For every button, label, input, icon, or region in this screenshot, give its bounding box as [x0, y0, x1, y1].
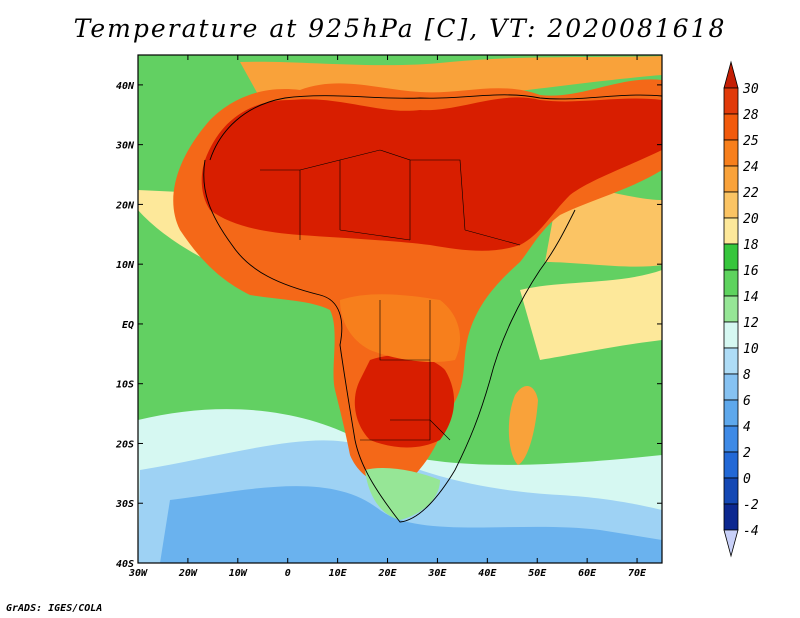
colorbar-swatch — [723, 399, 739, 427]
axis-ticks: 30W 20W 10W 0 10E 20E 30E 40E 50E 60E 70E 40N 30N 20N… — [115, 55, 662, 579]
colorbar-swatch — [723, 191, 739, 219]
colorbar-label: 10 — [743, 342, 759, 357]
lon-tick-label: 20W — [178, 568, 198, 579]
colorbar-swatch — [723, 425, 739, 453]
lon-tick-label: 20E — [377, 568, 397, 579]
lat-tick-label: 30S — [115, 499, 134, 510]
lon-tick-label: 70E — [628, 568, 647, 579]
colorbar-label: 2 — [743, 446, 751, 461]
colorbar-swatch — [723, 373, 739, 401]
colorbar-label: 28 — [743, 108, 759, 123]
lon-tick-label: 10W — [229, 568, 248, 579]
lat-tick-label: EQ — [122, 320, 134, 331]
warm-sea-east — [520, 270, 662, 360]
map-title: Temperature at 925hPa [C], VT: 202008161… — [73, 14, 727, 43]
colorbar-swatch — [723, 321, 739, 349]
colorbar-swatch — [723, 503, 739, 531]
colorbar-label: 30 — [742, 82, 759, 97]
colorbar-swatch — [723, 113, 739, 141]
lon-tick-label: 60E — [578, 568, 597, 579]
lat-tick-label: 30N — [115, 141, 135, 152]
lat-tick-label: 10N — [116, 260, 135, 271]
colorbar-label: 18 — [743, 238, 759, 253]
map-frame — [137, 54, 663, 564]
colorbar-label: 14 — [743, 290, 759, 305]
colorbar-bottom-triangle — [723, 529, 739, 558]
coastline — [203, 94, 662, 523]
lon-tick-label: 50E — [528, 568, 547, 579]
cape-cool — [365, 468, 440, 520]
footer-credit: GrADS: IGES/COLA — [6, 603, 103, 614]
colorbar-label: 25 — [743, 134, 759, 149]
colorbar-label: 16 — [743, 264, 759, 279]
country-borders — [260, 149, 521, 441]
southern-africa-hot — [354, 354, 455, 448]
colorbar-label: 0 — [743, 472, 751, 487]
colorbar-label: -2 — [743, 498, 759, 513]
colorbar-label: 4 — [743, 420, 751, 435]
sahara-hot — [201, 97, 662, 251]
colorbar-swatch — [723, 451, 739, 479]
lon-tick-label: 30W — [128, 568, 148, 579]
colorbar-label: 6 — [743, 394, 751, 409]
colorbar-swatch — [723, 165, 739, 193]
colorbar-swatch — [723, 139, 739, 167]
lon-tick-label: 30E — [427, 568, 447, 579]
temperature-field — [138, 55, 662, 563]
lat-tick-label: 10S — [116, 380, 134, 391]
colorbar-swatch — [723, 477, 739, 505]
colorbar-label: 22 — [743, 186, 759, 201]
colorbar-label: 20 — [743, 212, 759, 227]
lon-tick-label: 0 — [285, 568, 291, 579]
colorbar-swatch — [723, 269, 739, 297]
lon-tick-label: 40E — [478, 568, 497, 579]
colorbar-swatch — [723, 217, 739, 245]
colorbar-top-triangle — [723, 60, 739, 89]
colorbar-label: 8 — [743, 368, 751, 383]
colorbar-swatch — [723, 347, 739, 375]
lat-tick-label: 20S — [115, 439, 134, 450]
colorbar-swatch — [723, 295, 739, 323]
southern-colder-zone — [160, 486, 662, 563]
lat-tick-label: 20N — [115, 200, 135, 211]
colorbar-label: -4 — [743, 524, 759, 539]
colorbar-swatch — [723, 87, 739, 115]
madagascar — [508, 385, 538, 465]
colorbar-swatch — [723, 243, 739, 271]
lon-tick-label: 10E — [329, 568, 348, 579]
lat-tick-label: 40S — [116, 559, 134, 570]
lat-tick-label: 40N — [116, 81, 135, 92]
colorbar-label: 12 — [743, 316, 759, 331]
colorbar-label: 24 — [743, 160, 759, 175]
